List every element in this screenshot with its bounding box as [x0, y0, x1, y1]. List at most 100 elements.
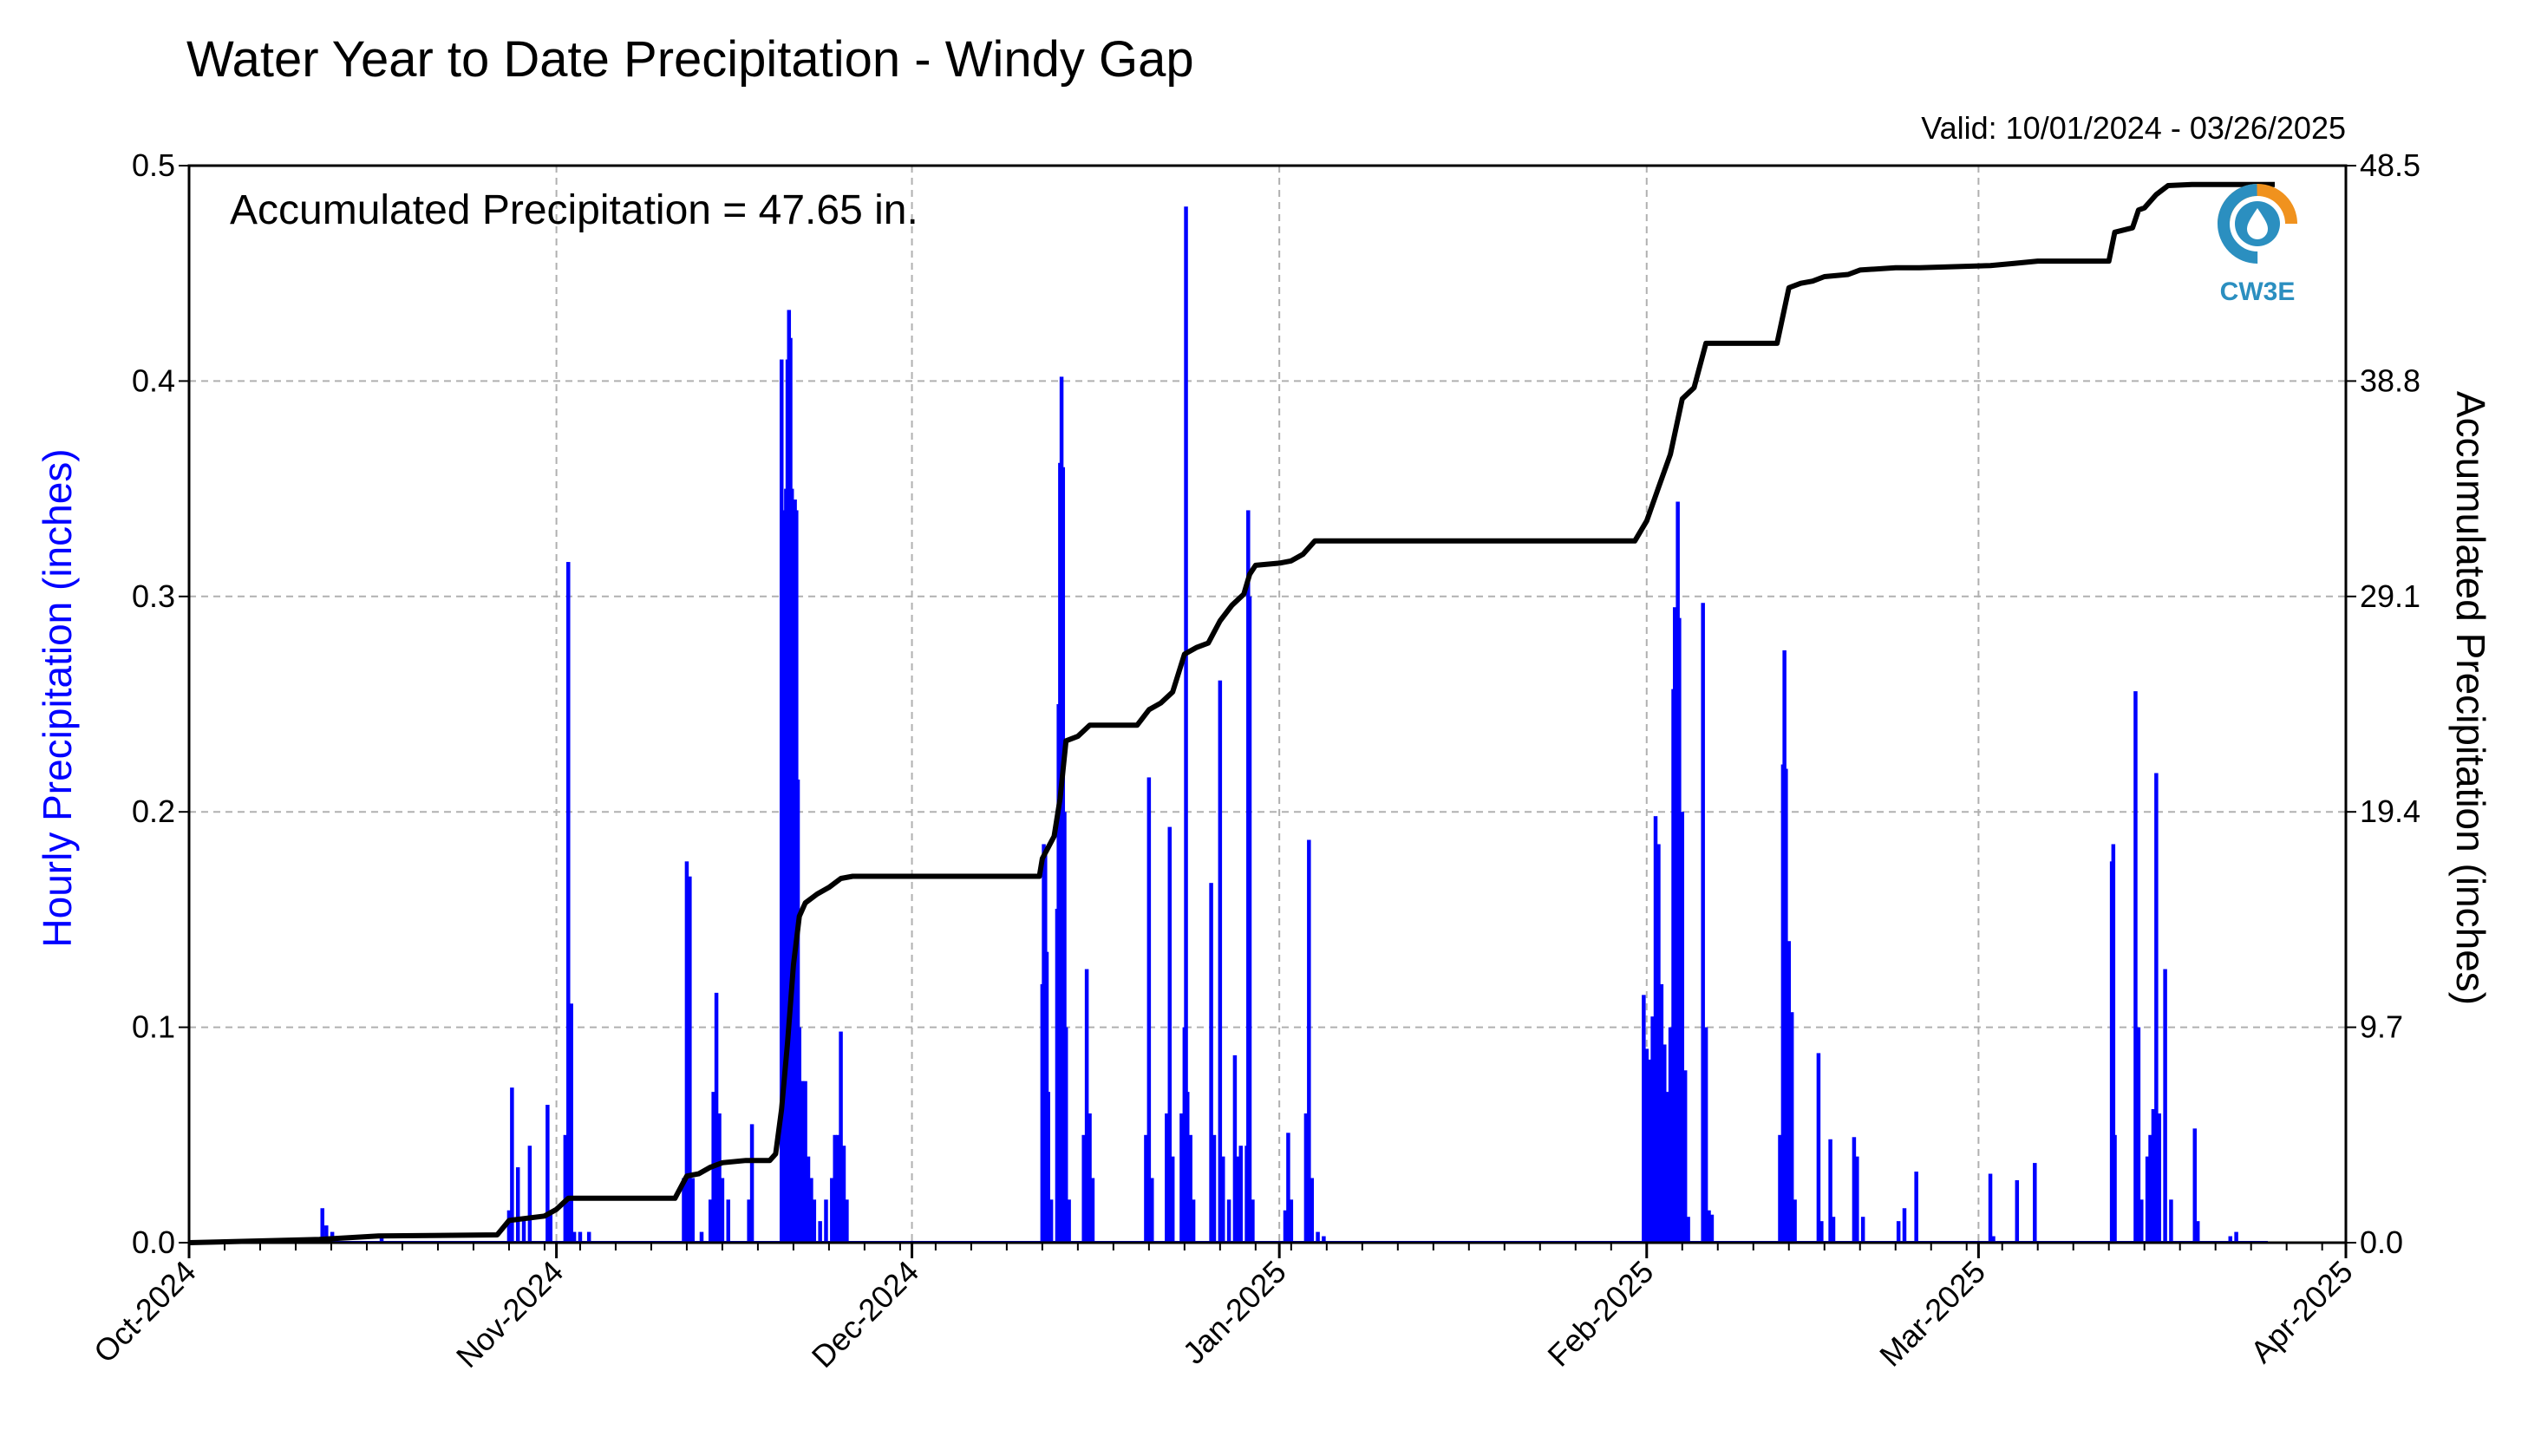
- hourly-bar: [1307, 839, 1311, 1243]
- accumulated-line-layer: [188, 181, 2275, 1245]
- hourly-bar: [1789, 1012, 1794, 1243]
- hourly-bar: [1088, 1113, 1092, 1243]
- grid: [189, 166, 2346, 1243]
- hourly-bar: [2169, 1199, 2173, 1243]
- hourly-bar: [824, 1199, 828, 1243]
- hourly-bar: [2133, 691, 2138, 1243]
- hourly-bar: [682, 1178, 686, 1243]
- hourly-bar: [1232, 1054, 1238, 1243]
- hourly-bar: [1218, 680, 1223, 1243]
- hourly-bar: [1191, 1199, 1196, 1243]
- hourly-bar: [2151, 1108, 2156, 1243]
- hourly-bar: [2139, 1199, 2144, 1243]
- hourly-bar: [1988, 1173, 1993, 1243]
- hourly-bar: [1221, 1156, 1225, 1243]
- hourly-bar: [1303, 1113, 1309, 1243]
- x-tick-label: Nov-2024: [449, 1254, 570, 1374]
- hourly-bar: [1165, 1113, 1169, 1243]
- hourly-bar: [1212, 1134, 1217, 1243]
- hourly-bar: [1283, 1210, 1288, 1243]
- hourly-bar: [548, 1210, 553, 1243]
- hourly-bar: [1819, 1221, 1824, 1243]
- hourly-bar: [747, 1199, 751, 1243]
- hourly-bar: [839, 1031, 843, 1243]
- hourly-bar: [1184, 206, 1188, 1243]
- hourly-bar: [1642, 995, 1646, 1243]
- y-tick-label: 0.1: [132, 1009, 175, 1045]
- hourly-bar: [379, 1236, 384, 1243]
- hourly-bar: [1179, 1113, 1184, 1243]
- hourly-bar: [1668, 1027, 1673, 1243]
- hourly-bar: [1209, 883, 1213, 1243]
- hourly-bar: [2163, 969, 2167, 1243]
- hourly-bar: [1251, 1199, 1255, 1243]
- y-right-tick-label: 48.5: [2360, 147, 2420, 183]
- hourly-bar: [1647, 1059, 1652, 1243]
- hourly-bar: [1787, 941, 1792, 1243]
- hourly-bar: [1170, 1156, 1175, 1243]
- y-tick-label: 0.0: [132, 1224, 175, 1260]
- hourly-bar: [1778, 1134, 1782, 1243]
- hourly-bar: [1067, 1199, 1071, 1243]
- hourly-bar: [845, 1199, 849, 1243]
- hourly-bar: [1146, 777, 1152, 1243]
- hourly-bar: [720, 1178, 725, 1243]
- hourly-bar: [515, 1167, 520, 1243]
- accumulated-annotation: Accumulated Precipitation = 47.65 in.: [230, 187, 918, 233]
- hourly-bar: [324, 1225, 329, 1243]
- x-tick-label: Mar-2025: [1872, 1254, 1992, 1374]
- hourly-bar: [1653, 816, 1658, 1243]
- left-axis-label: Hourly Precipitation (inches): [35, 448, 80, 947]
- hourly-bar: [1662, 1044, 1667, 1243]
- hourly-bar: [545, 1105, 550, 1243]
- hourly-bar: [1686, 1217, 1690, 1243]
- hourly-bar: [1081, 1134, 1086, 1243]
- x-tick-label: Oct-2024: [87, 1254, 203, 1370]
- hourly-bar: [809, 1178, 813, 1243]
- hourly-bar: [2154, 773, 2159, 1243]
- hourly-bar: [1046, 1092, 1050, 1243]
- hourly-bar: [841, 1146, 846, 1243]
- hourly-bar: [1090, 1178, 1095, 1243]
- hourly-bar: [1831, 1217, 1836, 1243]
- y-right-tick-label: 19.4: [2360, 793, 2420, 829]
- hourly-bar: [1682, 1070, 1688, 1243]
- hourly-bar: [521, 1217, 526, 1243]
- hourly-bar: [1188, 1134, 1192, 1243]
- hourly-bar: [1703, 1027, 1708, 1243]
- hourly-bar: [1709, 1214, 1715, 1243]
- hourly-bar: [833, 1134, 837, 1243]
- y-right-tick-label: 38.8: [2360, 362, 2420, 398]
- hourly-bar: [709, 1199, 713, 1243]
- hourly-bar: [1816, 1053, 1821, 1243]
- hourly-bar: [1144, 1134, 1148, 1243]
- hourly-bar: [2033, 1163, 2037, 1243]
- hourly-bar: [818, 1221, 822, 1243]
- logo-text: CW3E: [2220, 277, 2296, 306]
- hourly-bar: [1914, 1172, 1918, 1243]
- plot-frame: [187, 164, 2348, 1244]
- hourly-bar: [1236, 1156, 1240, 1243]
- hourly-bar: [717, 1113, 722, 1243]
- hourly-bar: [1902, 1208, 1907, 1243]
- hourly-bar: [2113, 1134, 2117, 1243]
- hourly-bar: [1286, 1133, 1290, 1243]
- hourly-bar: [1238, 1146, 1244, 1243]
- y-right-tick-label: 9.7: [2360, 1009, 2403, 1045]
- hourly-bar: [1701, 603, 1705, 1243]
- hourly-bar: [527, 1146, 532, 1243]
- hourly-bar: [566, 562, 571, 1243]
- hourly-bar: [320, 1208, 324, 1243]
- hourly-bar: [1310, 1178, 1314, 1243]
- hourly-bar: [2111, 844, 2116, 1243]
- hourly-bar: [1289, 1199, 1294, 1243]
- hourly-bar: [1793, 1199, 1797, 1243]
- y-right-tick-label: 0.0: [2360, 1224, 2403, 1260]
- hourly-bar: [1322, 1236, 1326, 1243]
- hourly-bar: [1707, 1210, 1711, 1243]
- hourly-bar: [1680, 812, 1685, 1243]
- hourly-bar: [1896, 1221, 1901, 1243]
- hourly-bar: [1063, 1027, 1068, 1243]
- hourly-bar: [1852, 1137, 1857, 1243]
